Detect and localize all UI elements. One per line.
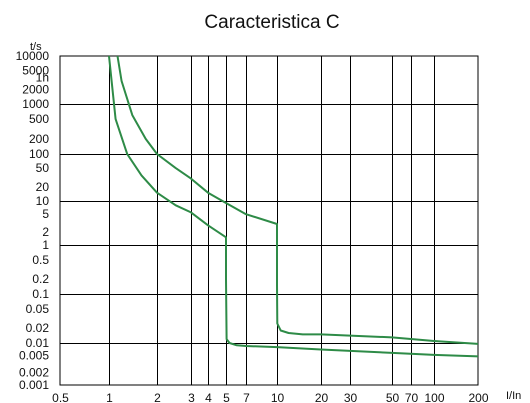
y-tick-label: 1h	[36, 70, 49, 84]
y-tick-label: 0.005	[19, 349, 49, 363]
y-axis-label: t/s	[30, 41, 42, 53]
y-tick-label: 1000	[22, 97, 49, 111]
tick-labels: 0.5 1 2 3 4 5 7 10 20 30 50 70 100 2000.0010.0020.005…	[16, 49, 489, 403]
y-tick-label: 0.001	[19, 378, 49, 392]
x-tick-label: 7	[243, 391, 250, 403]
x-tick-label: 100	[424, 391, 444, 403]
x-tick-label: 3	[188, 391, 195, 403]
grid	[59, 55, 479, 386]
y-tick-label: 0.02	[26, 321, 50, 335]
x-tick-label: 20	[315, 391, 329, 403]
y-tick-label: 1	[42, 238, 49, 252]
y-tick-label: 100	[29, 147, 49, 161]
x-tick-label: 30	[344, 391, 358, 403]
y-tick-label: 20	[36, 180, 50, 194]
curve-upper	[116, 55, 479, 345]
curve-lower	[108, 55, 479, 358]
y-tick-label: 10000	[16, 49, 50, 63]
x-tick-label: 1	[106, 391, 113, 403]
y-tick-label: 500	[29, 112, 49, 126]
y-tick-label: 0.01	[26, 336, 50, 350]
y-tick-label: 0.05	[26, 302, 50, 316]
y-tick-label: 200	[29, 132, 49, 146]
chart-title: Caracteristica C	[204, 12, 339, 33]
curves	[108, 55, 479, 358]
plot-frame	[59, 55, 479, 386]
x-tick-label: 4	[205, 391, 212, 403]
x-tick-label: 200	[468, 391, 488, 403]
x-axis-label: I/In	[506, 390, 521, 402]
x-tick-label: 10	[271, 391, 285, 403]
x-tick-label: 0.5	[52, 391, 69, 403]
y-tick-label: 50	[36, 161, 50, 175]
x-tick-label: 5	[223, 391, 230, 403]
y-tick-label: 0.2	[32, 272, 49, 286]
y-tick-label: 0.002	[19, 365, 49, 379]
y-tick-label: 2	[42, 225, 49, 239]
x-tick-label: 70	[405, 391, 419, 403]
x-tick-label: 50	[386, 391, 400, 403]
y-tick-label: 10	[36, 194, 50, 208]
y-tick-label: 5000	[22, 63, 49, 77]
y-tick-label: 2000	[22, 83, 49, 97]
y-tick-label: 5	[42, 207, 49, 221]
y-tick-label: 0.5	[32, 253, 49, 267]
y-tick-label: 0.1	[32, 287, 49, 301]
x-tick-label: 2	[154, 391, 161, 403]
